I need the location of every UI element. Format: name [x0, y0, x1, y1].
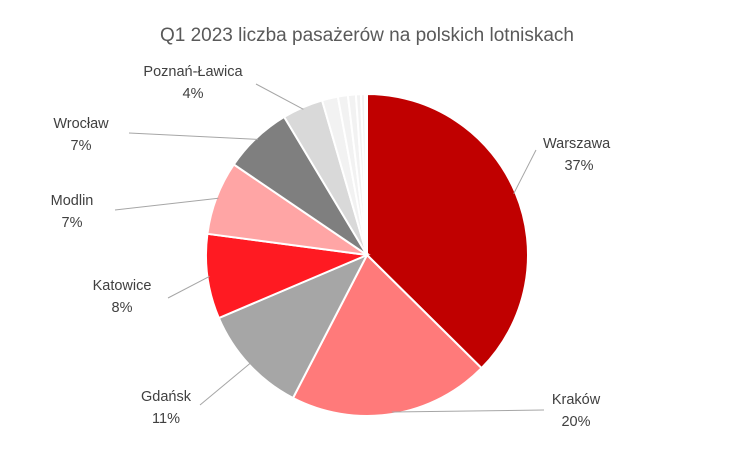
data-label-name: Modlin: [51, 193, 94, 209]
leader-line: [391, 409, 545, 413]
data-label-percent: 20%: [561, 414, 590, 430]
pie-slice-kraków: [291, 253, 483, 417]
data-label-percent: 7%: [71, 138, 92, 154]
data-label-percent: 4%: [183, 86, 204, 102]
data-label-name: Poznań-Ławica: [143, 64, 243, 80]
leader-line: [167, 275, 210, 299]
data-label-percent: 8%: [112, 300, 133, 316]
data-label-name: Kraków: [552, 392, 601, 408]
pie-slice-other-12: [363, 92, 368, 256]
leader-lines: [114, 83, 545, 413]
leader-line: [255, 83, 304, 110]
leader-line: [199, 362, 251, 406]
pie-slice-warszawa: [366, 92, 530, 370]
data-labels: Warszawa 37% Kraków 20% Gdańsk 11% Katowice 8% M…: [51, 64, 611, 430]
leader-line: [513, 149, 537, 194]
pie-slice-katowice: [205, 232, 371, 320]
data-label-name: Warszawa: [543, 136, 611, 152]
data-label-name: Gdańsk: [141, 389, 192, 405]
data-label-percent: 37%: [564, 158, 593, 174]
pie-slices: [205, 92, 530, 417]
data-label-percent: 7%: [62, 215, 83, 231]
data-label-name: Wrocław: [53, 116, 109, 132]
data-label-name: Katowice: [93, 278, 152, 294]
leader-line: [128, 132, 258, 140]
leader-line: [114, 197, 219, 211]
chart-title: Q1 2023 liczba pasażerów na polskich lot…: [160, 25, 574, 46]
data-label-percent: 11%: [152, 411, 180, 427]
